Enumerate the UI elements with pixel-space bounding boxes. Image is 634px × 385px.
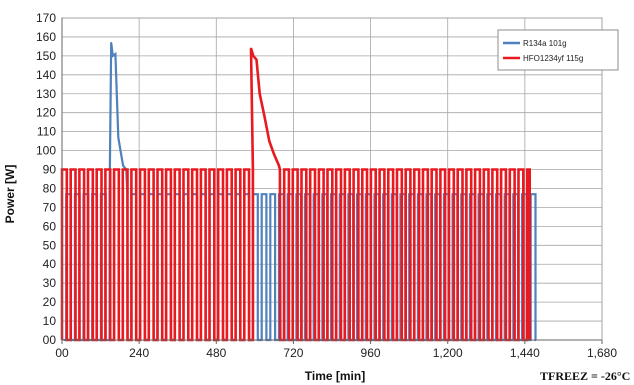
y-tick-label: 130 bbox=[36, 87, 56, 101]
y-tick-label: 100 bbox=[36, 144, 56, 158]
y-tick-label: 40 bbox=[43, 257, 57, 271]
legend-label-r134a: R134a 101g bbox=[523, 39, 567, 48]
data-point bbox=[278, 164, 280, 167]
y-tick-label: 70 bbox=[43, 200, 57, 214]
axes: 00 10 20 30 40 50 60 70 80 90 100 110 120 130 140 150 16… bbox=[36, 11, 617, 360]
y-tick-label: 10 bbox=[43, 314, 57, 328]
data-point bbox=[119, 149, 122, 152]
legend: R134a 101g HFO1234yf 115g bbox=[497, 29, 619, 71]
y-tick-label: 20 bbox=[43, 295, 57, 309]
y-tick-label: 120 bbox=[36, 106, 56, 120]
freezer-temperature-annotation: TFREEZ = -26°C bbox=[540, 369, 630, 383]
data-point bbox=[263, 115, 266, 118]
y-tick-label: 60 bbox=[43, 219, 57, 233]
data-point bbox=[258, 92, 261, 95]
x-tick-label: 720 bbox=[283, 346, 303, 360]
data-point bbox=[117, 136, 120, 139]
data-point bbox=[273, 153, 275, 156]
y-tick-label: 80 bbox=[43, 181, 57, 195]
data-point bbox=[268, 140, 271, 142]
x-tick-label: 960 bbox=[361, 346, 381, 360]
y-tick-label: 140 bbox=[36, 68, 56, 82]
data-point bbox=[250, 47, 252, 50]
y-tick-label: 30 bbox=[43, 276, 57, 290]
data-point bbox=[111, 55, 114, 57]
x-axis-title: Time [min] bbox=[305, 369, 365, 383]
y-tick-label: 110 bbox=[37, 125, 56, 139]
data-point bbox=[252, 55, 255, 57]
y-tick-label: 150 bbox=[36, 49, 56, 63]
data-point bbox=[255, 58, 258, 61]
y-tick-label: 90 bbox=[43, 163, 57, 177]
legend-label-hfo1234yf: HFO1234yf 115g bbox=[523, 54, 583, 63]
y-tick-label: 50 bbox=[43, 238, 57, 252]
legend-box bbox=[497, 29, 619, 71]
x-tick-label: 1,200 bbox=[433, 346, 463, 360]
y-tick-label: 00 bbox=[43, 333, 57, 347]
x-tick-label: 240 bbox=[129, 346, 149, 360]
data-point bbox=[114, 53, 117, 55]
x-tick-label: 1,440 bbox=[510, 346, 540, 360]
y-tick-label: 160 bbox=[36, 30, 56, 44]
data-point bbox=[110, 41, 112, 44]
y-tick-label: 170 bbox=[36, 11, 56, 25]
y-axis-title: Power [W] bbox=[3, 165, 17, 224]
x-tick-label: 480 bbox=[206, 346, 226, 360]
x-tick-label: 1,680 bbox=[587, 346, 617, 360]
data-point bbox=[122, 164, 124, 167]
x-tick-label: 00 bbox=[55, 346, 69, 360]
